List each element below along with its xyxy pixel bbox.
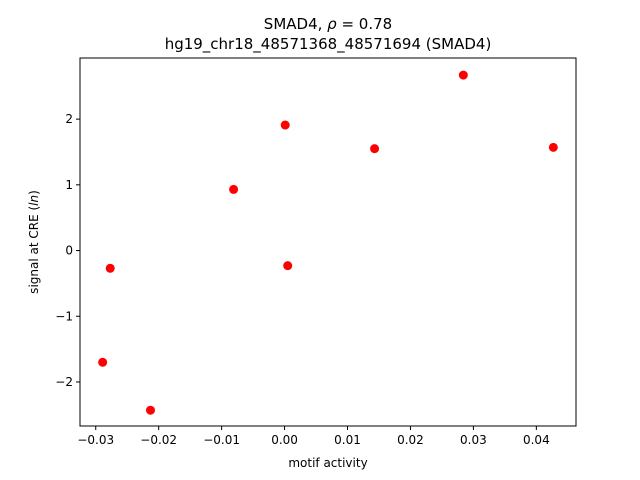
data-points xyxy=(98,70,558,415)
x-axis-label: motif activity xyxy=(288,456,367,470)
plot-frame xyxy=(79,57,577,427)
y-axis: −2 −1 0 1 2 xyxy=(55,112,80,389)
y-tick-label: 2 xyxy=(65,112,73,126)
x-tick-label: −0.03 xyxy=(77,433,114,447)
x-tick-label: 0.00 xyxy=(271,433,298,447)
x-tick-label: −0.01 xyxy=(203,433,240,447)
x-tick-label: −0.02 xyxy=(140,433,177,447)
data-point xyxy=(283,261,293,271)
data-point xyxy=(458,70,468,80)
y-tick-label: 0 xyxy=(65,244,73,258)
y-tick-label: 1 xyxy=(65,178,73,192)
data-point xyxy=(105,263,115,273)
y-tick-label: −2 xyxy=(55,375,73,389)
x-tick-label: 0.04 xyxy=(523,433,550,447)
data-point xyxy=(280,120,290,130)
data-point xyxy=(229,184,239,194)
data-point xyxy=(98,357,108,367)
chart-title: SMAD4, ρ = 0.78 xyxy=(264,15,392,33)
y-tick-label: −1 xyxy=(55,309,73,323)
data-point xyxy=(145,405,155,415)
x-axis: −0.03 −0.02 −0.01 0.00 0.01 0.02 0.03 0.04 xyxy=(77,426,550,447)
data-point xyxy=(370,144,380,154)
data-point xyxy=(548,142,558,152)
y-axis-label: signal at CRE (ln) xyxy=(27,190,41,294)
x-tick-label: 0.02 xyxy=(397,433,424,447)
x-tick-label: 0.01 xyxy=(334,433,361,447)
chart-subtitle: hg19_chr18_48571368_48571694 (SMAD4) xyxy=(165,35,492,54)
x-tick-label: 0.03 xyxy=(460,433,487,447)
